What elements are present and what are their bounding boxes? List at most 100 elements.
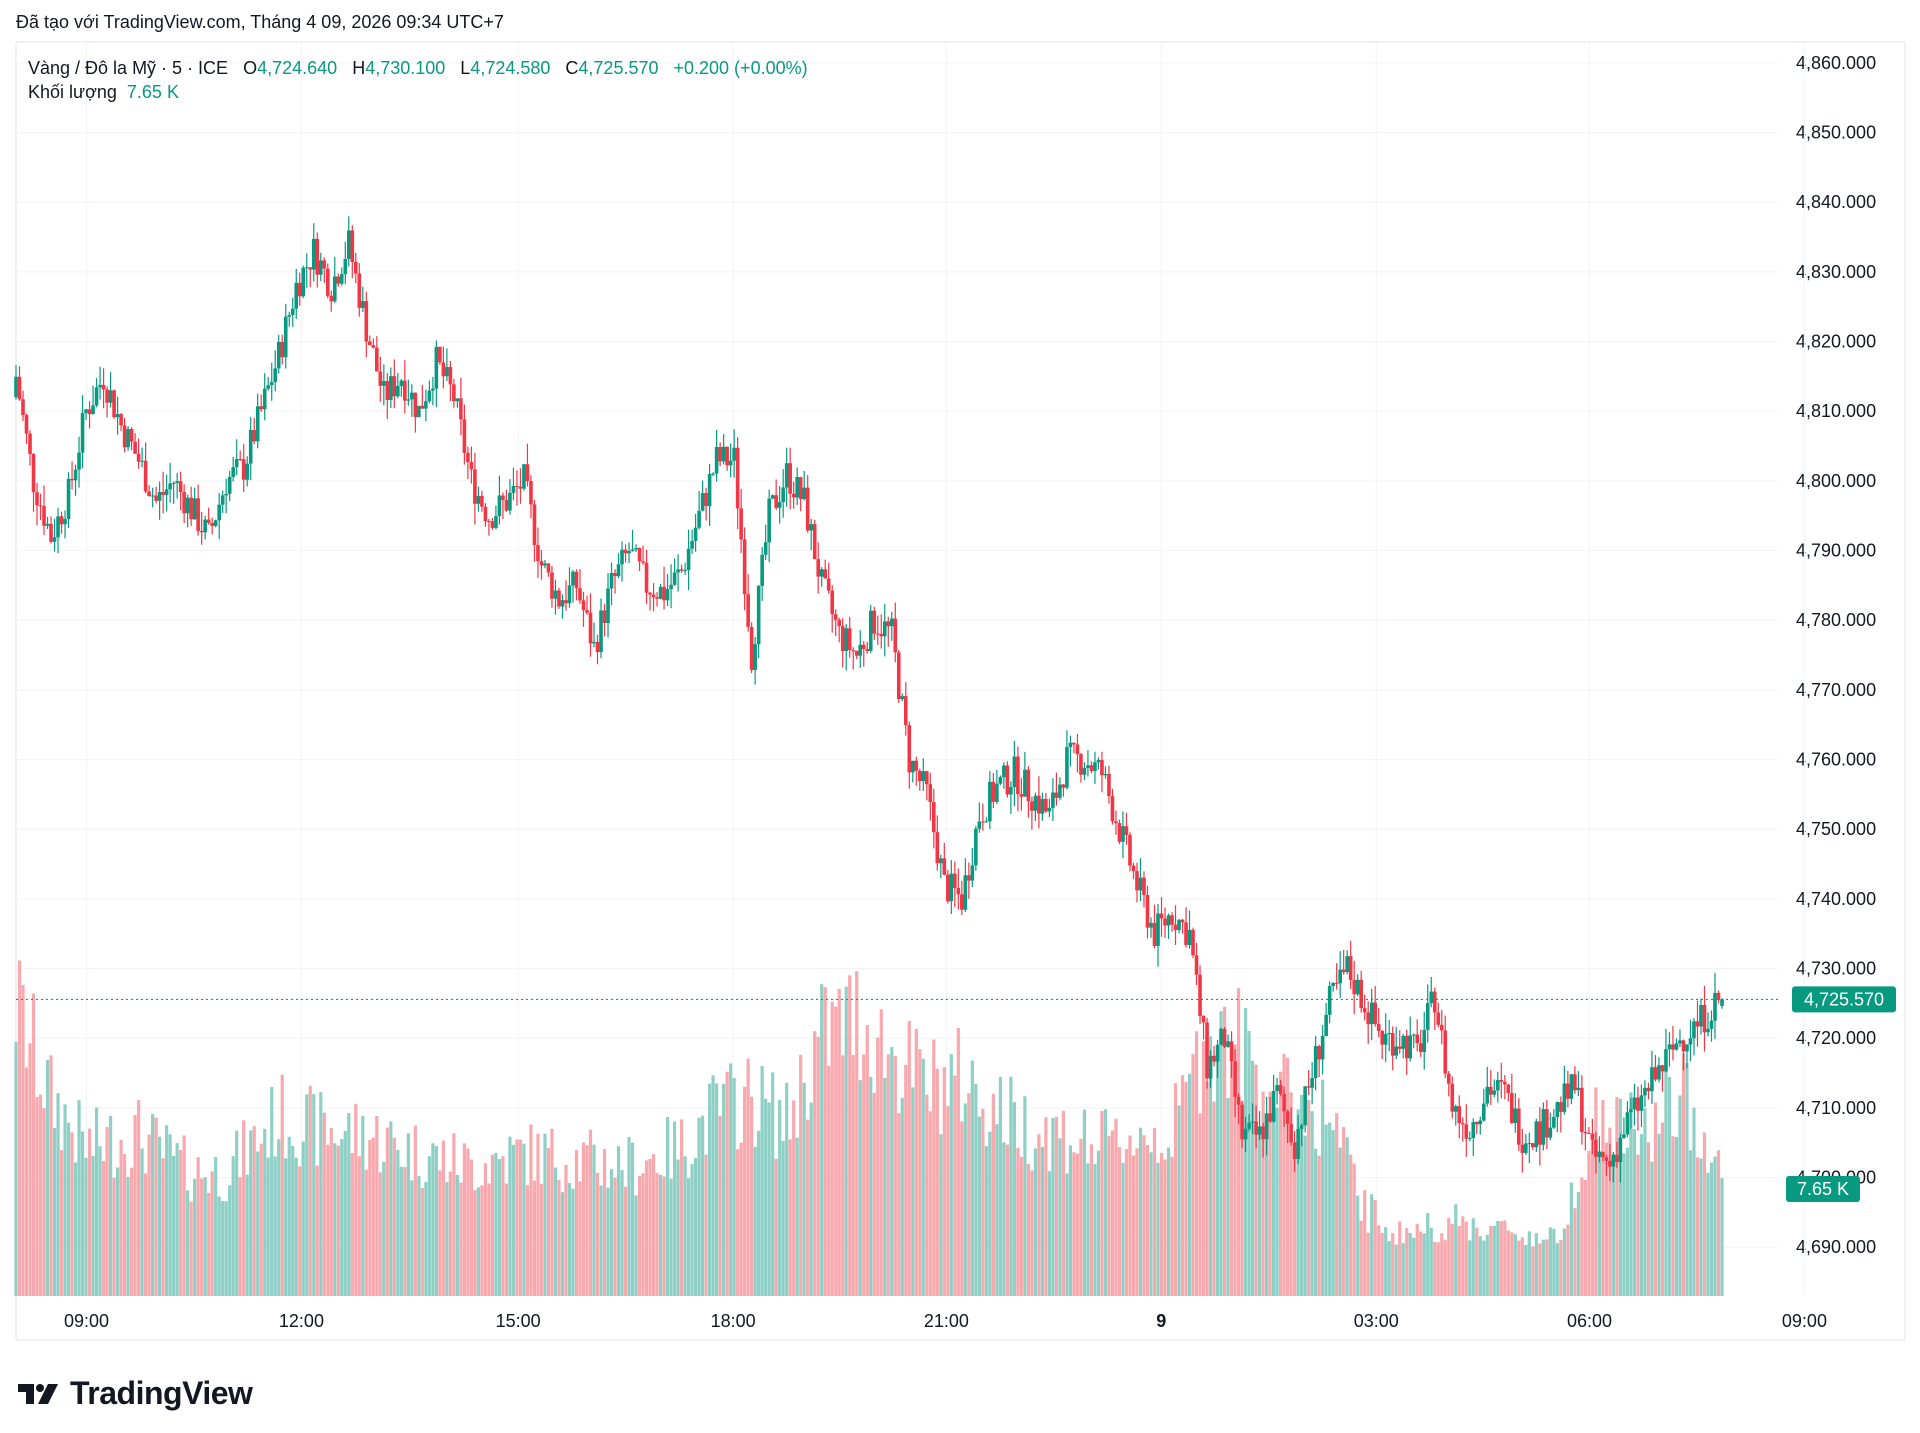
candle-body — [287, 314, 292, 317]
candle-body — [392, 376, 397, 397]
candle-body — [129, 428, 134, 442]
volume-bar — [879, 1009, 883, 1296]
volume-bar — [564, 1164, 568, 1296]
volume-bar — [585, 1145, 589, 1296]
volume-bar — [1475, 1227, 1479, 1296]
volume-bar — [1457, 1226, 1461, 1296]
volume-bar — [904, 1064, 908, 1296]
candle-body — [970, 865, 975, 881]
candle-body — [213, 520, 218, 527]
candle-body — [868, 610, 873, 651]
candle-body — [112, 390, 116, 418]
volume-bar — [207, 1192, 211, 1296]
volume-bar — [1629, 1092, 1633, 1296]
volume-bar — [953, 1075, 957, 1296]
volume-bar — [1163, 1159, 1167, 1296]
volume-bar — [1685, 1063, 1689, 1296]
volume-bar — [1667, 1076, 1672, 1296]
candle-body — [266, 385, 271, 389]
candle-body — [508, 492, 512, 511]
candle-body — [476, 495, 481, 504]
candle-body — [308, 267, 313, 270]
volume-bar — [1709, 1162, 1714, 1296]
volume-bar — [725, 1071, 729, 1296]
volume-bar — [1464, 1221, 1468, 1296]
candle-body — [262, 388, 267, 410]
volume-bar — [1037, 1134, 1041, 1296]
volume-bar — [410, 1180, 414, 1296]
volume-bar — [266, 1157, 270, 1296]
candle-body — [942, 858, 947, 875]
volume-bar — [592, 1144, 596, 1296]
volume-bar — [858, 1080, 862, 1296]
volume-bar — [1440, 1233, 1444, 1296]
candle-body — [585, 610, 589, 613]
candle-body — [672, 572, 677, 585]
candle-body — [199, 530, 204, 533]
candle-body — [546, 563, 551, 573]
candle-body — [1488, 1086, 1493, 1095]
volume-bar — [392, 1137, 396, 1296]
candle-body — [998, 777, 1003, 784]
volume-bar — [1328, 1122, 1332, 1296]
candle-body — [518, 486, 523, 489]
high-value: 4,730.100 — [365, 58, 446, 78]
candle-body — [1611, 1154, 1616, 1167]
volume-bar — [1713, 1156, 1717, 1296]
volume-bar — [1471, 1218, 1475, 1296]
candle-body — [1320, 1035, 1325, 1060]
candle-body — [1303, 1086, 1307, 1126]
volume-bar — [1478, 1236, 1482, 1296]
volume-bar — [21, 984, 25, 1296]
candle-body — [1201, 1015, 1206, 1023]
candle-body — [126, 428, 130, 448]
candle-body — [1450, 1083, 1455, 1112]
last-volume-label: 7.65 K — [1797, 1179, 1849, 1199]
candle-body — [711, 473, 715, 475]
volume-bar — [413, 1125, 417, 1296]
candle-body — [80, 413, 85, 453]
high-label: H — [352, 58, 366, 78]
volume-bar — [431, 1143, 435, 1296]
symbol-label[interactable]: Vàng / Đô la Mỹ · 5 · ICE — [28, 58, 229, 78]
candle-body — [217, 504, 221, 521]
candle-body — [1590, 1133, 1595, 1140]
volume-bar — [1093, 1164, 1097, 1296]
candle-body — [101, 384, 106, 390]
volume-bar — [424, 1181, 428, 1296]
volume-bar — [1184, 1081, 1188, 1296]
volume-bar — [634, 1195, 638, 1296]
volume-bar — [469, 1159, 474, 1296]
candle-body — [788, 463, 792, 494]
tradingview-logo[interactable]: TradingView — [18, 1375, 253, 1412]
volume-bar — [529, 1124, 533, 1296]
volume-bar — [459, 1182, 463, 1296]
candle-body — [122, 425, 127, 448]
volume-bar — [571, 1188, 575, 1296]
candle-body — [742, 539, 747, 595]
candle-body — [1271, 1091, 1276, 1122]
candle-body — [161, 491, 165, 495]
candle-body — [1037, 795, 1041, 814]
candle-body — [893, 618, 898, 653]
candle-body — [925, 771, 929, 785]
volume-bar — [1156, 1162, 1160, 1296]
volume-bar — [1117, 1147, 1122, 1296]
volume-bar — [550, 1128, 554, 1296]
candle-body — [1366, 1012, 1370, 1025]
volume-bar — [322, 1112, 326, 1296]
volume-label[interactable]: Khối lượng — [28, 82, 117, 102]
volume-bar — [883, 1078, 887, 1296]
volume-bar — [974, 1083, 978, 1296]
volume-bar — [1338, 1147, 1342, 1296]
candle-body — [1191, 929, 1195, 956]
candle-body — [977, 821, 982, 829]
candle-body — [168, 483, 172, 490]
volume-bar — [1107, 1136, 1111, 1296]
candle-body — [220, 495, 225, 505]
volume-bar — [1054, 1116, 1059, 1296]
volume-bar — [1720, 1178, 1724, 1296]
volume-bar — [480, 1185, 484, 1296]
